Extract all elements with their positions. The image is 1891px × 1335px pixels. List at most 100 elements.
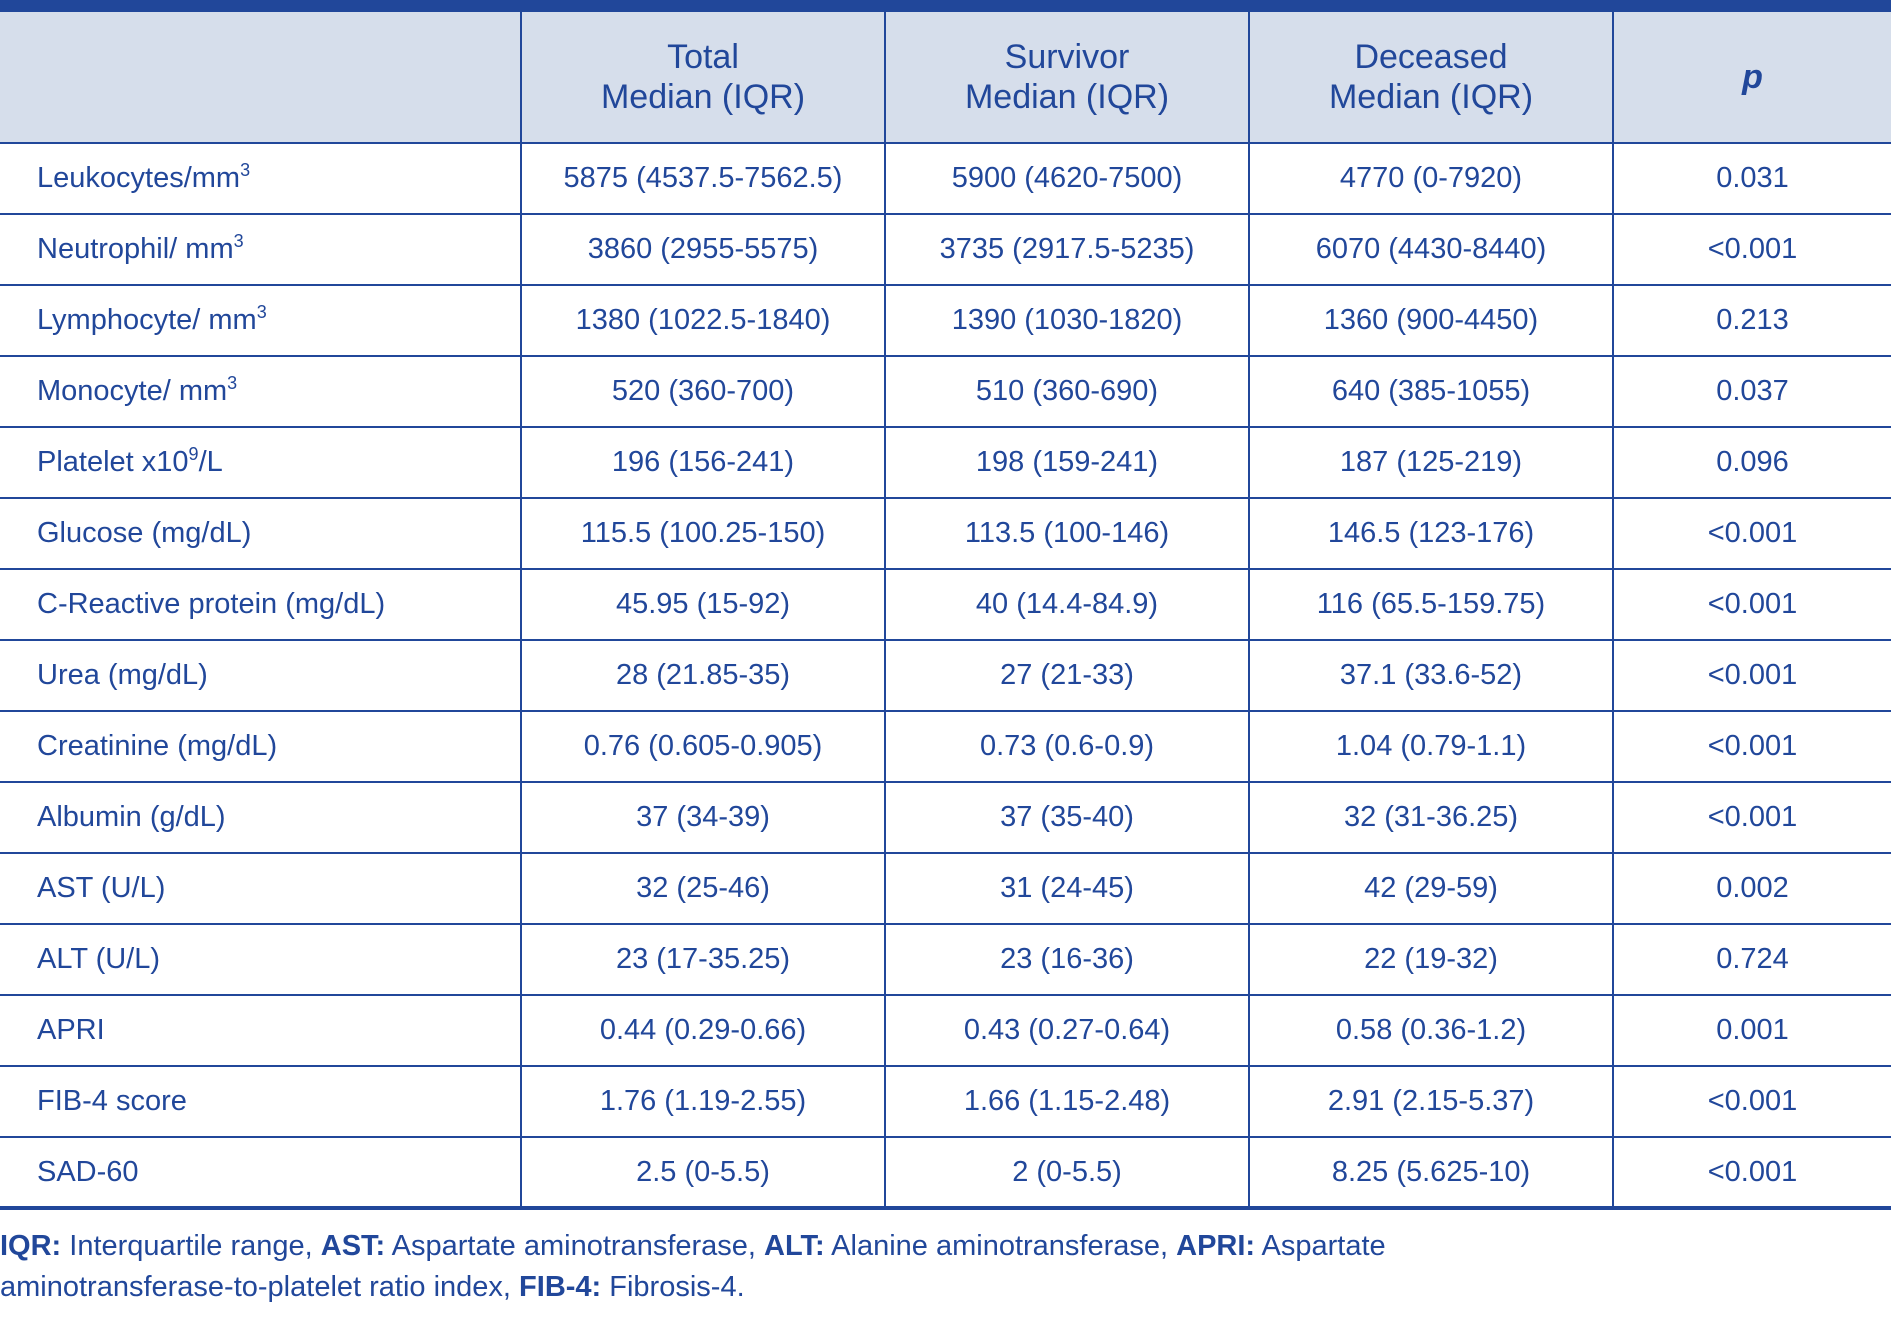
cell-deceased: 37.1 (33.6-52)	[1248, 639, 1614, 712]
cell-parameter: ALT (U/L)	[0, 923, 522, 996]
parameter-label: Albumin (g/dL)	[37, 801, 226, 833]
cell-total: 520 (360-700)	[520, 355, 886, 428]
table-row: Monocyte/ mm3 520 (360-700) 510 (360-690) 6…	[0, 355, 1891, 428]
cell-total: 196 (156-241)	[520, 426, 886, 499]
cell-parameter: Monocyte/ mm3	[0, 355, 522, 428]
cell-survivor: 31 (24-45)	[884, 852, 1250, 925]
cell-total: 28 (21.85-35)	[520, 639, 886, 712]
cell-p: <0.001	[1612, 497, 1891, 570]
table-row: Platelet x109/L 196 (156-241) 198 (159-241…	[0, 426, 1891, 499]
cell-p: <0.001	[1612, 781, 1891, 854]
table-header: Total Median (IQR) Survivor Median (IQR)…	[0, 5, 1891, 144]
cell-parameter: APRI	[0, 994, 522, 1067]
table-row: FIB-4 score 1.76 (1.19-2.55) 1.66 (1.15-2.…	[0, 1065, 1891, 1138]
header-cell-parameter	[0, 5, 522, 144]
cell-parameter: Neutrophil/ mm3	[0, 213, 522, 286]
cell-p: <0.001	[1612, 1065, 1891, 1138]
footnote-definition: Aspartate aminotransferase-to-platelet r…	[0, 1230, 1386, 1303]
footnote-abbreviation: IQR:	[0, 1230, 62, 1262]
table-row: APRI 0.44 (0.29-0.66) 0.43 (0.27-0.64) 0.58…	[0, 994, 1891, 1067]
footnote-definition: Alanine aminotransferase,	[824, 1230, 1177, 1262]
cell-parameter: SAD-60	[0, 1136, 522, 1209]
parameter-superscript: 3	[233, 231, 244, 251]
cell-p: <0.001	[1612, 710, 1891, 783]
parameter-label: Monocyte/ mm	[37, 375, 228, 407]
cell-parameter: Creatinine (mg/dL)	[0, 710, 522, 783]
header-row: Total Median (IQR) Survivor Median (IQR)…	[0, 5, 1891, 144]
table-row: Neutrophil/ mm3 3860 (2955-5575) 3735 (291…	[0, 213, 1891, 286]
header-deceased-line2: Median (IQR)	[1328, 78, 1534, 116]
cell-deceased: 42 (29-59)	[1248, 852, 1614, 925]
cell-deceased: 8.25 (5.625-10)	[1248, 1136, 1614, 1209]
cell-p: 0.031	[1612, 142, 1891, 215]
cell-survivor: 113.5 (100-146)	[884, 497, 1250, 570]
parameter-suffix: /L	[198, 446, 223, 478]
footnote-definition: Interquartile range,	[61, 1230, 321, 1262]
header-cell-total: Total Median (IQR)	[520, 5, 886, 144]
table-row: Leukocytes/mm3 5875 (4537.5-7562.5) 5900 (…	[0, 142, 1891, 215]
cell-parameter: C-Reactive protein (mg/dL)	[0, 568, 522, 641]
footnote-abbreviation: AST:	[320, 1230, 386, 1262]
header-cell-survivor: Survivor Median (IQR)	[884, 5, 1250, 144]
cell-survivor: 27 (21-33)	[884, 639, 1250, 712]
header-total-line1: Total	[667, 38, 739, 76]
parameter-label: AST (U/L)	[37, 872, 166, 904]
parameter-label: FIB-4 score	[37, 1085, 187, 1117]
header-survivor-line1: Survivor	[1004, 38, 1130, 76]
cell-p: 0.037	[1612, 355, 1891, 428]
parameter-label: Leukocytes/mm	[37, 162, 241, 194]
cell-parameter: Albumin (g/dL)	[0, 781, 522, 854]
cell-survivor: 37 (35-40)	[884, 781, 1250, 854]
parameter-superscript: 3	[256, 302, 267, 322]
cell-total: 23 (17-35.25)	[520, 923, 886, 996]
cell-survivor: 40 (14.4-84.9)	[884, 568, 1250, 641]
parameter-label: APRI	[37, 1014, 105, 1046]
cell-parameter: Lymphocyte/ mm3	[0, 284, 522, 357]
table-body: Leukocytes/mm3 5875 (4537.5-7562.5) 5900 (…	[0, 142, 1891, 1209]
cell-parameter: AST (U/L)	[0, 852, 522, 925]
cell-deceased: 0.58 (0.36-1.2)	[1248, 994, 1614, 1067]
lab-results-table: Total Median (IQR) Survivor Median (IQR)…	[0, 0, 1891, 1210]
cell-p: 0.001	[1612, 994, 1891, 1067]
cell-total: 37 (34-39)	[520, 781, 886, 854]
footnote-definition: Aspartate aminotransferase,	[385, 1230, 765, 1262]
cell-parameter: Leukocytes/mm3	[0, 142, 522, 215]
footnote-definition: Fibrosis-4.	[601, 1271, 745, 1303]
cell-survivor: 1.66 (1.15-2.48)	[884, 1065, 1250, 1138]
cell-p: <0.001	[1612, 568, 1891, 641]
cell-total: 0.76 (0.605-0.905)	[520, 710, 886, 783]
cell-total: 115.5 (100.25-150)	[520, 497, 886, 570]
cell-p: <0.001	[1612, 1136, 1891, 1209]
parameter-superscript: 3	[240, 160, 251, 180]
header-cell-p-value: p	[1612, 5, 1891, 144]
cell-p: 0.096	[1612, 426, 1891, 499]
cell-p: <0.001	[1612, 639, 1891, 712]
cell-survivor: 3735 (2917.5-5235)	[884, 213, 1250, 286]
cell-deceased: 116 (65.5-159.75)	[1248, 568, 1614, 641]
parameter-label: Glucose (mg/dL)	[37, 517, 252, 549]
cell-total: 32 (25-46)	[520, 852, 886, 925]
cell-parameter: FIB-4 score	[0, 1065, 522, 1138]
cell-survivor: 0.43 (0.27-0.64)	[884, 994, 1250, 1067]
cell-parameter: Glucose (mg/dL)	[0, 497, 522, 570]
cell-parameter: Urea (mg/dL)	[0, 639, 522, 712]
cell-total: 1380 (1022.5-1840)	[520, 284, 886, 357]
table-row: ALT (U/L) 23 (17-35.25) 23 (16-36) 22 (19-3…	[0, 923, 1891, 996]
table-row: Albumin (g/dL) 37 (34-39) 37 (35-40) 32 (31…	[0, 781, 1891, 854]
footnote-abbreviation: ALT:	[764, 1230, 825, 1262]
cell-total: 2.5 (0-5.5)	[520, 1136, 886, 1209]
parameter-label: Creatinine (mg/dL)	[37, 730, 278, 762]
cell-deceased: 1.04 (0.79-1.1)	[1248, 710, 1614, 783]
table-row: Urea (mg/dL) 28 (21.85-35) 27 (21-33) 37.1 …	[0, 639, 1891, 712]
cell-p: 0.724	[1612, 923, 1891, 996]
table-row: AST (U/L) 32 (25-46) 31 (24-45) 42 (29-59) 0…	[0, 852, 1891, 925]
table-row: Glucose (mg/dL) 115.5 (100.25-150) 113.5 (…	[0, 497, 1891, 570]
cell-total: 0.44 (0.29-0.66)	[520, 994, 886, 1067]
cell-deceased: 187 (125-219)	[1248, 426, 1614, 499]
cell-deceased: 640 (385-1055)	[1248, 355, 1614, 428]
cell-p: <0.001	[1612, 213, 1891, 286]
table-row: SAD-60 2.5 (0-5.5) 2 (0-5.5) 8.25 (5.625-10…	[0, 1136, 1891, 1209]
footnote-abbreviation: APRI:	[1176, 1230, 1256, 1262]
table-row: C-Reactive protein (mg/dL) 45.95 (15-92) 4…	[0, 568, 1891, 641]
cell-total: 45.95 (15-92)	[520, 568, 886, 641]
